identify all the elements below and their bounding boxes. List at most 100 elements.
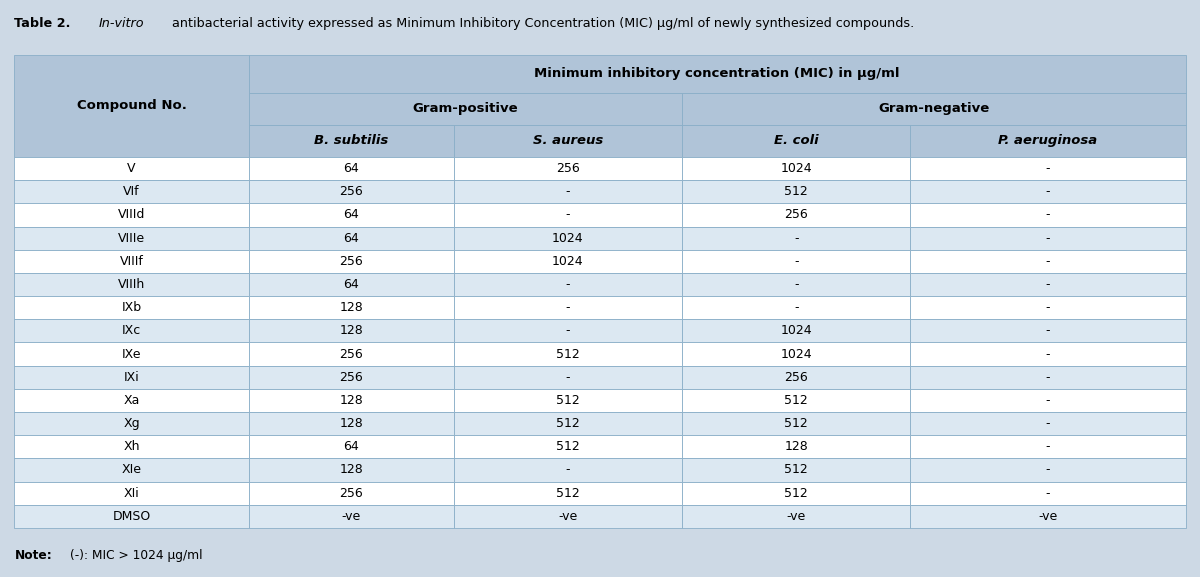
Text: XIe: XIe xyxy=(121,463,142,477)
Text: VIIId: VIIId xyxy=(118,208,145,222)
Text: Compound No.: Compound No. xyxy=(77,99,186,113)
Text: -ve: -ve xyxy=(342,510,361,523)
Bar xyxy=(454,203,682,227)
Bar xyxy=(911,435,1186,458)
Text: 1024: 1024 xyxy=(780,162,812,175)
Text: -: - xyxy=(794,255,798,268)
Text: VIIIh: VIIIh xyxy=(118,278,145,291)
Text: 64: 64 xyxy=(343,440,359,454)
Bar xyxy=(911,296,1186,319)
Bar xyxy=(248,412,454,435)
Bar xyxy=(248,319,454,343)
Text: Xh: Xh xyxy=(124,440,139,454)
Text: 256: 256 xyxy=(556,162,580,175)
Bar xyxy=(682,203,911,227)
Text: Note:: Note: xyxy=(14,549,52,561)
Text: IXi: IXi xyxy=(124,371,139,384)
Bar xyxy=(454,343,682,366)
Bar xyxy=(682,319,911,343)
Text: -: - xyxy=(1045,486,1050,500)
Text: 256: 256 xyxy=(340,255,362,268)
Bar xyxy=(248,93,682,125)
Text: 1024: 1024 xyxy=(552,255,583,268)
Text: -: - xyxy=(1045,417,1050,430)
Bar xyxy=(248,505,454,528)
Text: -: - xyxy=(565,185,570,198)
Bar xyxy=(682,435,911,458)
Text: 256: 256 xyxy=(340,185,362,198)
Bar xyxy=(14,505,248,528)
Text: IXc: IXc xyxy=(122,324,142,338)
Text: 256: 256 xyxy=(785,371,808,384)
Text: Minimum inhibitory concentration (MIC) in μg/ml: Minimum inhibitory concentration (MIC) i… xyxy=(534,68,900,80)
Bar xyxy=(911,343,1186,366)
Text: -: - xyxy=(1045,301,1050,314)
Text: IXe: IXe xyxy=(121,347,142,361)
Bar xyxy=(454,389,682,412)
Bar xyxy=(454,435,682,458)
Text: -: - xyxy=(565,371,570,384)
Bar xyxy=(911,250,1186,273)
Text: IXb: IXb xyxy=(121,301,142,314)
Text: VIIIe: VIIIe xyxy=(118,231,145,245)
Bar xyxy=(911,227,1186,250)
Text: E. coli: E. coli xyxy=(774,134,818,148)
Bar xyxy=(14,296,248,319)
Text: VIIIf: VIIIf xyxy=(120,255,144,268)
Text: -: - xyxy=(794,278,798,291)
Bar xyxy=(14,366,248,389)
Text: S. aureus: S. aureus xyxy=(533,134,602,148)
Text: B. subtilis: B. subtilis xyxy=(314,134,389,148)
Text: -ve: -ve xyxy=(558,510,577,523)
Bar xyxy=(911,412,1186,435)
Bar xyxy=(248,157,454,180)
Text: 256: 256 xyxy=(785,208,808,222)
Text: -: - xyxy=(1045,162,1050,175)
Bar xyxy=(248,273,454,296)
Bar xyxy=(682,389,911,412)
Bar xyxy=(248,482,454,505)
Bar xyxy=(454,250,682,273)
Text: 128: 128 xyxy=(340,394,362,407)
Text: -: - xyxy=(565,278,570,291)
Bar xyxy=(14,55,248,157)
Text: -: - xyxy=(1045,463,1050,477)
Text: 64: 64 xyxy=(343,231,359,245)
Bar xyxy=(682,343,911,366)
Text: 512: 512 xyxy=(785,185,808,198)
Text: Table 2.: Table 2. xyxy=(14,17,71,29)
Bar xyxy=(14,389,248,412)
Bar xyxy=(682,180,911,203)
Text: 512: 512 xyxy=(556,347,580,361)
Bar xyxy=(454,296,682,319)
Text: 128: 128 xyxy=(340,324,362,338)
Bar xyxy=(911,389,1186,412)
Text: VIf: VIf xyxy=(124,185,140,198)
Bar xyxy=(454,157,682,180)
Bar xyxy=(911,125,1186,157)
Bar xyxy=(14,412,248,435)
Text: -: - xyxy=(1045,347,1050,361)
Bar xyxy=(682,227,911,250)
Bar xyxy=(14,227,248,250)
Bar xyxy=(682,250,911,273)
Bar xyxy=(248,435,454,458)
Text: -ve: -ve xyxy=(786,510,806,523)
Bar xyxy=(248,180,454,203)
Text: 256: 256 xyxy=(340,371,362,384)
Text: -: - xyxy=(565,463,570,477)
Text: Gram-positive: Gram-positive xyxy=(413,102,518,115)
Bar xyxy=(682,458,911,482)
Bar xyxy=(248,250,454,273)
Bar xyxy=(454,319,682,343)
Bar xyxy=(14,319,248,343)
Bar xyxy=(682,296,911,319)
Text: -: - xyxy=(1045,208,1050,222)
Text: 128: 128 xyxy=(340,417,362,430)
Bar xyxy=(248,203,454,227)
Text: 512: 512 xyxy=(785,417,808,430)
Bar xyxy=(248,296,454,319)
Text: 512: 512 xyxy=(785,463,808,477)
Text: -: - xyxy=(1045,324,1050,338)
Bar xyxy=(911,157,1186,180)
